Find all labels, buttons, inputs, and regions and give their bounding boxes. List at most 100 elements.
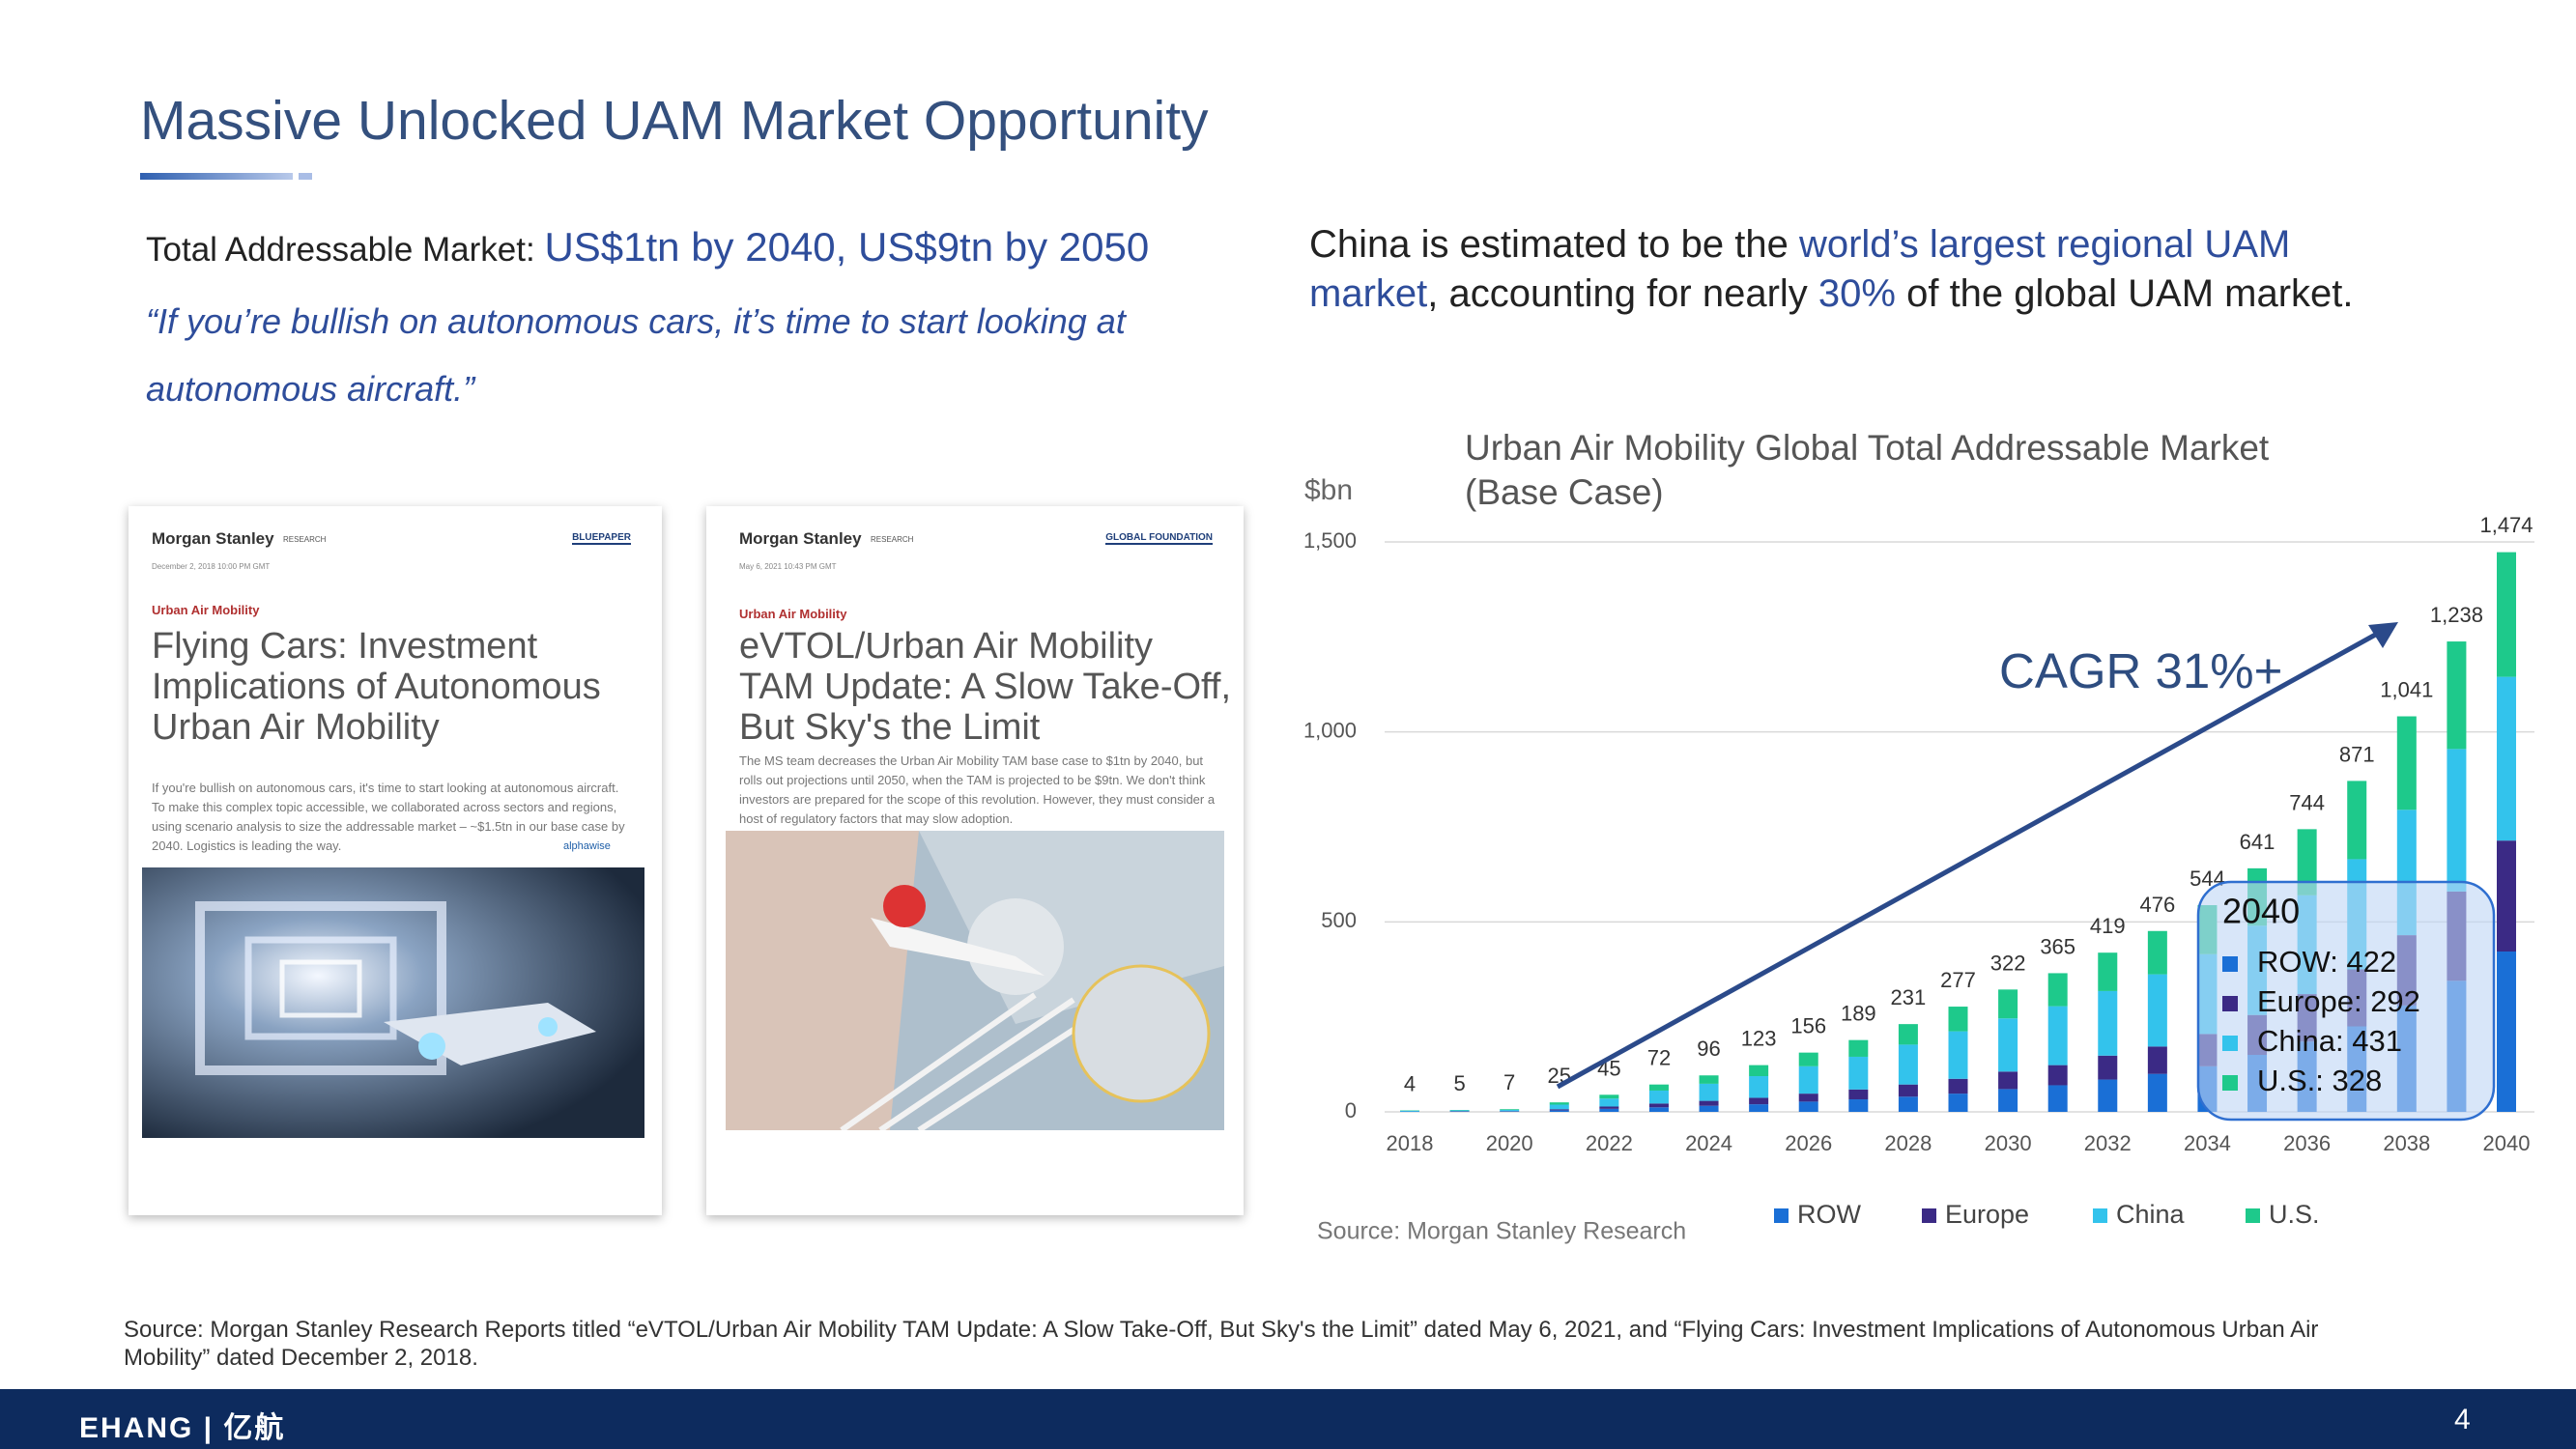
bar-segment bbox=[2497, 840, 2516, 952]
x-tick-label: 2030 bbox=[1985, 1131, 2032, 1155]
bar-segment bbox=[1798, 1065, 1818, 1094]
bar-segment bbox=[2497, 676, 2516, 841]
legend-swatch bbox=[2246, 1208, 2260, 1223]
x-tick-label: 2020 bbox=[1486, 1131, 1533, 1155]
quote-line: “If you’re bullish on autonomous cars, i… bbox=[146, 301, 1126, 341]
bar-segment bbox=[2147, 930, 2167, 975]
x-tick-label: 2040 bbox=[2483, 1131, 2531, 1155]
report-abstract: The MS team decreases the Urban Air Mobi… bbox=[739, 753, 1216, 826]
total-label: 744 bbox=[2289, 790, 2325, 814]
bar-segment bbox=[1998, 1071, 2018, 1090]
y-tick-label: 0 bbox=[1345, 1098, 1357, 1122]
bar-segment bbox=[2447, 641, 2467, 750]
bar-segment bbox=[1998, 1018, 2018, 1072]
report-date: May 6, 2021 10:43 PM GMT bbox=[739, 562, 837, 571]
report-title: Flying Cars: Investment Implications of … bbox=[152, 626, 601, 748]
legend-label: China bbox=[2116, 1200, 2186, 1229]
x-tick-label: 2022 bbox=[1586, 1131, 1633, 1155]
legend-label: ROW bbox=[1797, 1200, 1862, 1229]
bar-segment bbox=[1400, 1110, 1419, 1112]
total-label: 476 bbox=[2140, 893, 2176, 917]
total-label: 1,041 bbox=[2380, 678, 2433, 702]
bar-segment bbox=[1599, 1098, 1619, 1107]
bar-segment bbox=[2147, 974, 2167, 1047]
y-tick-label: 500 bbox=[1321, 908, 1357, 932]
bar-segment bbox=[2497, 952, 2516, 1112]
tooltip-item: China: 431 bbox=[2257, 1024, 2402, 1058]
legend-swatch bbox=[1922, 1208, 1936, 1223]
bar-segment bbox=[1998, 1089, 2018, 1112]
total-label: 641 bbox=[2240, 830, 2275, 854]
bar-segment bbox=[1648, 1103, 1669, 1108]
bar-segment bbox=[2347, 781, 2367, 860]
chart-title-line: Urban Air Mobility Global Total Addressa… bbox=[1465, 428, 2270, 468]
bar-segment bbox=[1648, 1084, 1669, 1091]
bar-segment bbox=[2396, 716, 2417, 810]
bar-segment bbox=[1549, 1104, 1569, 1110]
annotation: CAGR 31%+ bbox=[1999, 643, 2282, 698]
cagr-arrow bbox=[1556, 630, 2381, 1090]
bar-segment bbox=[1749, 1097, 1769, 1105]
emphasis: market bbox=[1309, 272, 1428, 315]
x-tick-label: 2038 bbox=[2383, 1131, 2430, 1155]
page-number: 4 bbox=[2454, 1404, 2471, 1435]
bar-segment bbox=[1898, 1024, 1918, 1045]
report-title: eVTOL/Urban Air Mobility TAM Update: A S… bbox=[739, 626, 1232, 748]
total-label: 1,238 bbox=[2430, 603, 2483, 627]
bar-segment bbox=[1449, 1110, 1470, 1112]
total-label: 5 bbox=[1453, 1071, 1465, 1095]
report-division: RESEARCH bbox=[283, 535, 327, 544]
text: of the global UAM market. bbox=[1895, 272, 2354, 315]
title-underline-dot bbox=[299, 173, 312, 180]
report-brand: Morgan Stanley bbox=[152, 529, 274, 548]
bar-segment bbox=[2047, 1065, 2068, 1086]
report-division: RESEARCH bbox=[871, 535, 914, 544]
text: China is estimated to be the bbox=[1309, 223, 1799, 266]
bar-segment bbox=[1998, 989, 2018, 1019]
report-section: Urban Air Mobility bbox=[152, 603, 260, 617]
bar-segment bbox=[1699, 1100, 1719, 1106]
x-tick-label: 2018 bbox=[1387, 1131, 1434, 1155]
report-brand: Morgan Stanley bbox=[739, 529, 862, 548]
total-label: 156 bbox=[1790, 1014, 1826, 1038]
bar-segment bbox=[1798, 1052, 1818, 1066]
total-label: 96 bbox=[1697, 1037, 1720, 1061]
report-image bbox=[142, 867, 644, 1138]
cagr-arrowhead bbox=[2368, 622, 2398, 648]
bar-segment bbox=[2047, 973, 2068, 1007]
y-tick-label: 1,000 bbox=[1303, 718, 1357, 742]
bar-segment bbox=[1848, 1039, 1869, 1057]
bar-segment bbox=[1798, 1094, 1818, 1102]
bar-segment bbox=[1948, 1094, 1968, 1112]
text: , accounting for nearly bbox=[1427, 272, 1818, 315]
x-tick-label: 2034 bbox=[2184, 1131, 2231, 1155]
bar-segment bbox=[2047, 1085, 2068, 1112]
y-tick-label: 1,500 bbox=[1303, 528, 1357, 553]
bar-segment bbox=[1599, 1108, 1619, 1112]
bar-segment bbox=[1898, 1084, 1918, 1097]
total-label: 231 bbox=[1891, 985, 1927, 1009]
total-label: 189 bbox=[1841, 1002, 1876, 1026]
report-badge: alphawise bbox=[563, 840, 611, 852]
bar-segment bbox=[1948, 1007, 1968, 1032]
bar-segment bbox=[1898, 1096, 1918, 1112]
report-card: Morgan Stanley RESEARCH GLOBAL FOUNDATIO… bbox=[706, 506, 1244, 1215]
x-tick-label: 2026 bbox=[1785, 1131, 1832, 1155]
china-statement: China is estimated to be the world’s lar… bbox=[1309, 220, 2507, 319]
tooltip-item: ROW: 422 bbox=[2257, 945, 2396, 979]
bar-segment bbox=[2098, 1079, 2118, 1112]
total-label: 871 bbox=[2339, 742, 2375, 766]
bar-segment bbox=[2297, 829, 2317, 895]
tooltip-swatch bbox=[2222, 956, 2238, 972]
bar-segment bbox=[1599, 1094, 1619, 1099]
total-label: 1,474 bbox=[2479, 513, 2533, 537]
bar-segment bbox=[1599, 1106, 1619, 1109]
footer-bar bbox=[0, 1389, 2576, 1449]
legend-swatch bbox=[2093, 1208, 2107, 1223]
bar-segment bbox=[1500, 1110, 1520, 1112]
bar-segment bbox=[1749, 1104, 1769, 1112]
bar-segment bbox=[2098, 990, 2118, 1056]
slide-title: Massive Unlocked UAM Market Opportunity bbox=[140, 90, 1209, 152]
